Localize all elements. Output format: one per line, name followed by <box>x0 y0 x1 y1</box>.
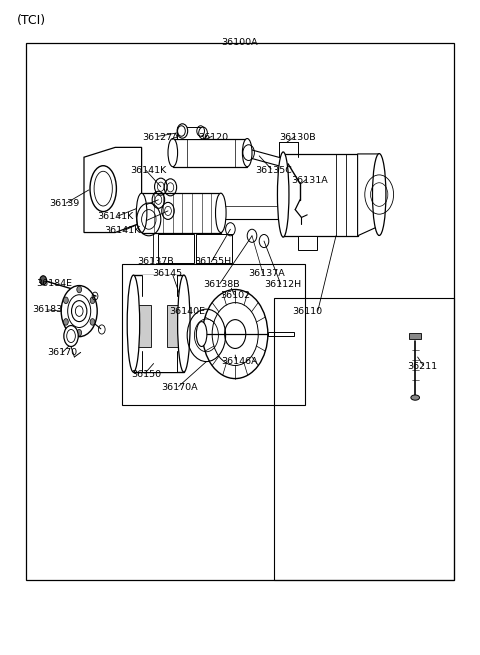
Polygon shape <box>298 236 317 250</box>
Text: 36130B: 36130B <box>279 133 316 142</box>
Ellipse shape <box>178 275 190 372</box>
Polygon shape <box>142 275 177 296</box>
Bar <box>122 264 305 405</box>
Ellipse shape <box>64 326 78 346</box>
Bar <box>177 127 203 139</box>
Text: 36146A: 36146A <box>221 357 257 366</box>
Text: 36141K: 36141K <box>104 226 141 235</box>
Ellipse shape <box>216 193 226 233</box>
Text: 36135C: 36135C <box>255 166 292 175</box>
Circle shape <box>90 319 95 325</box>
Bar <box>196 234 232 263</box>
Ellipse shape <box>168 139 178 166</box>
Text: 36102: 36102 <box>220 291 250 300</box>
Text: 36127A: 36127A <box>143 133 179 142</box>
Text: 36170: 36170 <box>48 348 77 357</box>
Text: 36120: 36120 <box>199 133 228 142</box>
Bar <box>158 234 194 263</box>
Polygon shape <box>142 351 177 372</box>
Ellipse shape <box>411 395 420 400</box>
Text: 36150: 36150 <box>132 370 161 379</box>
Circle shape <box>63 318 68 325</box>
Text: 36137B: 36137B <box>138 257 174 267</box>
Ellipse shape <box>94 172 112 206</box>
Text: 36170A: 36170A <box>162 383 198 392</box>
Bar <box>26 43 454 580</box>
Text: 36110: 36110 <box>292 307 322 316</box>
Bar <box>268 332 294 336</box>
Text: 36141K: 36141K <box>131 166 167 175</box>
Circle shape <box>77 286 82 293</box>
Text: 36100A: 36100A <box>222 38 258 47</box>
Ellipse shape <box>68 295 91 328</box>
Ellipse shape <box>127 275 140 372</box>
Bar <box>167 305 181 347</box>
Text: 36145: 36145 <box>152 269 182 278</box>
Text: 36140E: 36140E <box>169 307 205 316</box>
Text: (TCI): (TCI) <box>17 14 46 28</box>
Circle shape <box>90 297 95 303</box>
Circle shape <box>75 306 83 316</box>
Bar <box>173 139 247 167</box>
Polygon shape <box>84 147 142 233</box>
Ellipse shape <box>90 166 117 212</box>
Circle shape <box>40 276 47 285</box>
Polygon shape <box>409 333 421 339</box>
Bar <box>137 305 151 347</box>
Circle shape <box>77 329 82 336</box>
Text: 36112H: 36112H <box>264 280 302 289</box>
Ellipse shape <box>196 322 207 346</box>
Text: 36141K: 36141K <box>97 212 133 221</box>
Ellipse shape <box>199 127 207 139</box>
Bar <box>142 193 221 233</box>
Bar <box>283 154 358 236</box>
Text: 36155H: 36155H <box>194 257 231 267</box>
Text: 36183: 36183 <box>32 305 62 314</box>
Bar <box>274 298 454 580</box>
Text: 36137A: 36137A <box>248 269 285 278</box>
Text: 36211: 36211 <box>408 362 437 371</box>
Ellipse shape <box>136 193 147 233</box>
Ellipse shape <box>242 139 252 166</box>
Text: 36138B: 36138B <box>204 280 240 289</box>
Ellipse shape <box>177 124 188 138</box>
Text: 36139: 36139 <box>49 198 80 208</box>
Polygon shape <box>358 154 379 236</box>
Bar <box>133 275 184 372</box>
Ellipse shape <box>61 286 97 337</box>
Ellipse shape <box>277 152 289 237</box>
Circle shape <box>63 297 68 303</box>
Text: 36184E: 36184E <box>36 279 72 288</box>
Text: 36131A: 36131A <box>291 176 328 185</box>
Ellipse shape <box>372 154 386 236</box>
Ellipse shape <box>67 329 75 343</box>
